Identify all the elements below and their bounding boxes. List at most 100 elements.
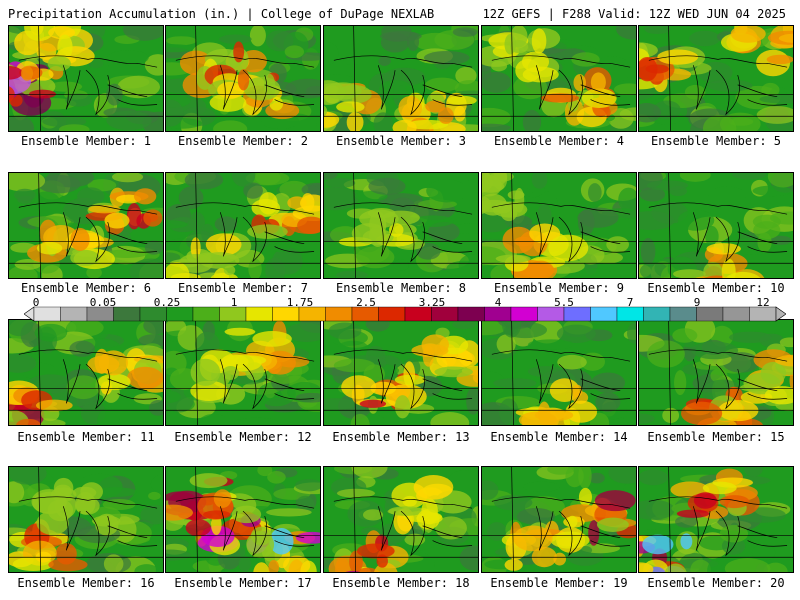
color-scale-swatch <box>404 306 432 322</box>
ensemble-member-map <box>165 25 321 132</box>
ensemble-member-map <box>481 319 637 426</box>
ensemble-member-label: Ensemble Member: 5 <box>650 134 782 148</box>
color-scale-swatch <box>60 306 88 322</box>
precip-field <box>482 26 636 131</box>
color-scale-swatch <box>537 306 565 322</box>
precip-field <box>639 173 793 278</box>
color-scale-swatch <box>245 306 273 322</box>
color-scale-swatch <box>616 306 644 322</box>
ensemble-member-label: Ensemble Member: 10 <box>647 281 785 295</box>
color-scale-swatch <box>86 306 114 322</box>
color-scale-swatch <box>351 306 379 322</box>
color-scale-swatch <box>643 306 671 322</box>
color-scale-tick-label: 7 <box>626 296 634 309</box>
ensemble-member-label: Ensemble Member: 13 <box>332 430 470 444</box>
precip-field <box>639 320 793 425</box>
precip-field <box>324 320 478 425</box>
ensemble-member-label: Ensemble Member: 20 <box>647 576 785 590</box>
ensemble-member-label: Ensemble Member: 15 <box>647 430 785 444</box>
ensemble-member-label: Ensemble Member: 1 <box>20 134 152 148</box>
precip-field <box>9 467 163 572</box>
color-scale-max-arrow <box>775 306 786 322</box>
ensemble-member-map <box>8 25 164 132</box>
color-scale-tick-label: 1 <box>230 296 238 309</box>
ensemble-member-map <box>165 319 321 426</box>
precip-field <box>166 467 320 572</box>
ensemble-member-label: Ensemble Member: 14 <box>490 430 628 444</box>
precip-field <box>324 173 478 278</box>
precip-field <box>482 173 636 278</box>
ensemble-member-map <box>165 466 321 573</box>
color-scale-tick-label: 5.5 <box>554 296 574 309</box>
color-scale-tick-label: 12 <box>756 296 770 309</box>
precip-field <box>166 173 320 278</box>
precip-field <box>482 320 636 425</box>
color-scale-swatch <box>272 306 300 322</box>
ensemble-member-map <box>8 319 164 426</box>
color-scale-tick-label: 3.25 <box>418 296 446 309</box>
color-scale-swatch <box>166 306 194 322</box>
color-scale-swatch <box>378 306 406 322</box>
ensemble-member-map <box>323 319 479 426</box>
ensemble-member-label: Ensemble Member: 11 <box>17 430 155 444</box>
ensemble-member-map <box>481 466 637 573</box>
color-scale-tick-label: 4 <box>494 296 502 309</box>
color-scale-swatch <box>298 306 326 322</box>
color-scale-swatch <box>590 306 618 322</box>
precip-field <box>639 26 793 131</box>
ensemble-member-label: Ensemble Member: 8 <box>335 281 467 295</box>
ensemble-member-map <box>323 172 479 279</box>
color-scale-tick-label: 9 <box>693 296 701 309</box>
precip-field <box>9 320 163 425</box>
precip-field <box>166 320 320 425</box>
ensemble-member-label: Ensemble Member: 12 <box>174 430 312 444</box>
color-scale-swatch <box>192 306 220 322</box>
ensemble-member-map <box>8 466 164 573</box>
color-scale-swatch <box>113 306 141 322</box>
precip-field <box>9 173 163 278</box>
ensemble-member-map <box>638 319 794 426</box>
ensemble-member-map <box>638 172 794 279</box>
color-scale-swatch <box>139 306 167 322</box>
color-scale-swatch <box>33 306 61 322</box>
color-scale-min-arrow <box>24 306 35 322</box>
ensemble-member-label: Ensemble Member: 16 <box>17 576 155 590</box>
ensemble-member-map <box>323 466 479 573</box>
ensemble-member-label: Ensemble Member: 6 <box>20 281 152 295</box>
color-scale-tick-label: 2.5 <box>356 296 376 309</box>
ensemble-member-label: Ensemble Member: 19 <box>490 576 628 590</box>
color-scale-tick-label: 0 <box>32 296 40 309</box>
precip-field <box>639 467 793 572</box>
ensemble-member-label: Ensemble Member: 4 <box>493 134 625 148</box>
ensemble-member-map <box>481 172 637 279</box>
color-scale-swatch <box>219 306 247 322</box>
color-scale-bar <box>24 306 786 322</box>
model-run-info: 12Z GEFS | F288 Valid: 12Z WED JUN 04 20… <box>482 7 786 21</box>
color-scale-swatch <box>722 306 750 322</box>
color-scale-tick-label: 0.25 <box>153 296 181 309</box>
ensemble-member-map <box>165 172 321 279</box>
precip-field <box>482 467 636 572</box>
ensemble-member-map <box>638 25 794 132</box>
color-scale-swatch <box>325 306 353 322</box>
ensemble-member-label: Ensemble Member: 2 <box>177 134 309 148</box>
ensemble-member-map <box>8 172 164 279</box>
color-scale-swatch <box>696 306 724 322</box>
color-scale-swatch <box>749 306 777 322</box>
color-scale-swatch <box>457 306 485 322</box>
ensemble-member-map <box>481 25 637 132</box>
ensemble-member-map <box>323 25 479 132</box>
precip-field <box>166 26 320 131</box>
color-scale-swatch <box>669 306 697 322</box>
color-scale-swatch <box>563 306 591 322</box>
ensemble-member-label: Ensemble Member: 18 <box>332 576 470 590</box>
page-title: Precipitation Accumulation (in.) | Colle… <box>8 7 435 21</box>
color-scale-tick-label: 1.75 <box>286 296 314 309</box>
color-scale-swatch <box>484 306 512 322</box>
precip-field <box>324 26 478 131</box>
color-scale-swatch <box>431 306 459 322</box>
precip-field <box>324 467 478 572</box>
color-scale-swatch <box>510 306 538 322</box>
ensemble-member-label: Ensemble Member: 3 <box>335 134 467 148</box>
ensemble-member-label: Ensemble Member: 7 <box>177 281 309 295</box>
